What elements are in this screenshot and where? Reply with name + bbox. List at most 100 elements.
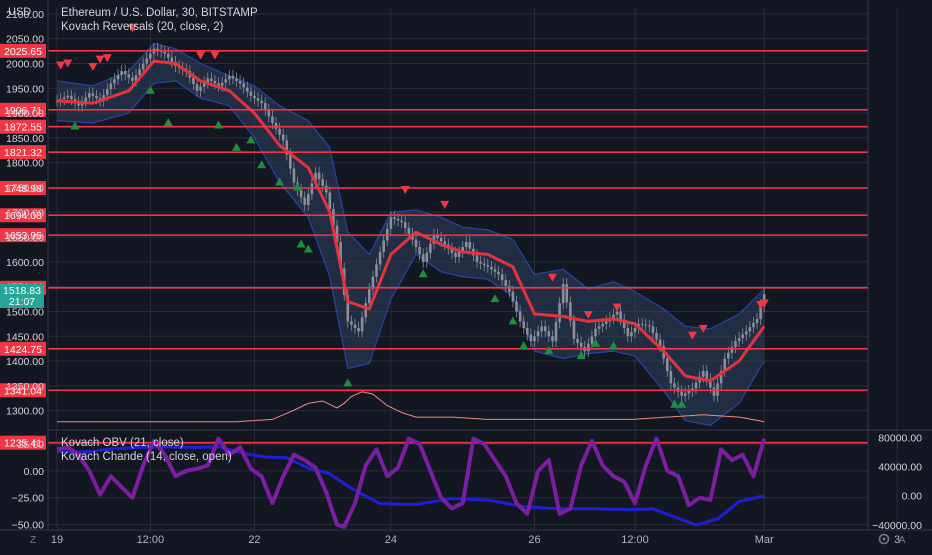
- level-tag-value: 2025.65: [4, 46, 42, 58]
- currency-label: USD: [8, 6, 31, 18]
- candle-body: [138, 69, 141, 76]
- candle-body: [601, 323, 604, 327]
- level-tag: [0, 181, 46, 196]
- settings-button[interactable]: [878, 533, 890, 545]
- candle-body: [91, 93, 95, 96]
- candle-body: [317, 172, 321, 180]
- candle-body: [192, 77, 195, 85]
- candle-body: [202, 82, 206, 87]
- candle-body: [235, 78, 238, 81]
- candle-body: [669, 370, 673, 384]
- candle-body: [321, 179, 324, 186]
- candle-body: [673, 383, 676, 388]
- y-tick-label: 1900.00: [6, 108, 44, 120]
- candle-body: [267, 109, 271, 117]
- gear-hub: [882, 537, 886, 541]
- obv-line[interactable]: [57, 445, 765, 527]
- y-tick-label: 1650.00: [6, 232, 44, 244]
- candle-body: [597, 326, 601, 329]
- candle-body: [461, 247, 464, 252]
- candle-body: [332, 208, 335, 226]
- candle-body: [307, 194, 310, 205]
- candle-body: [701, 370, 705, 377]
- candle-body: [256, 98, 260, 101]
- candle-body: [705, 370, 709, 380]
- zoom-button[interactable]: Z: [30, 534, 37, 546]
- candle-body: [195, 84, 199, 91]
- candle-body: [565, 284, 569, 303]
- sell-marker: [583, 310, 593, 319]
- sell-marker: [196, 51, 206, 60]
- buy-marker: [519, 341, 529, 350]
- last-price-tag: 1518.83 21:07: [0, 284, 44, 308]
- candle-body: [145, 58, 149, 64]
- candle-body: [594, 328, 597, 337]
- candle-body: [260, 100, 263, 104]
- candle-body: [127, 74, 131, 78]
- sell-marker: [687, 331, 697, 340]
- osc-left-tick-label: 0.00: [24, 466, 45, 478]
- candle-body: [651, 326, 655, 333]
- buy-marker: [232, 142, 241, 151]
- y-tick-label: 1750.00: [6, 183, 44, 195]
- candle-body: [299, 189, 303, 198]
- symbol-title[interactable]: Ethereum / U.S. Dollar, 30, BITSTAMP: [61, 7, 258, 19]
- osc-left-tick-label: 25.00: [18, 439, 44, 451]
- candle-body: [62, 97, 66, 100]
- moving-average[interactable]: [56, 59, 766, 383]
- candle-body: [439, 237, 443, 242]
- candle-body: [382, 240, 385, 252]
- gear-ring: [878, 533, 890, 545]
- x-tick-label: Mar: [755, 534, 774, 546]
- level-tag: [0, 383, 46, 398]
- chande-line[interactable]: [56, 436, 767, 529]
- horizontal-levels[interactable]: 2025.65 1906.71 1872.55 1821.32 1748.98 1694.…: [0, 43, 868, 450]
- buy-marker: [608, 341, 618, 350]
- x-tick-label: 26: [528, 534, 540, 546]
- x-tick-label: 24: [385, 534, 397, 546]
- candle-body: [163, 51, 166, 54]
- buy-marker: [145, 85, 155, 94]
- candle-body: [389, 217, 393, 229]
- candle-body: [529, 334, 533, 342]
- candle-body: [515, 301, 518, 312]
- ma-line[interactable]: [56, 59, 766, 383]
- indicator-kovach-obv[interactable]: Kovach OBV (21, close): [61, 437, 184, 449]
- candle-body: [569, 302, 572, 321]
- indicator-kovach-reversals[interactable]: Kovach Reversals (20, close, 2): [61, 21, 224, 33]
- candle-body: [228, 75, 231, 80]
- buy-marker: [246, 135, 256, 144]
- candle-body: [357, 328, 360, 332]
- candle-body: [572, 320, 576, 339]
- candle-body: [274, 123, 278, 129]
- buy-marker: [677, 399, 687, 408]
- candle-body: [723, 358, 727, 371]
- oscillator-panel[interactable]: [56, 436, 767, 529]
- osc-left-tick-label: −50.00: [12, 520, 45, 532]
- level-tag: [0, 228, 46, 243]
- candle-body: [752, 323, 755, 328]
- level-tag: [0, 208, 46, 223]
- sell-marker: [759, 299, 769, 308]
- osc-right-tick-label: 0.00: [902, 491, 923, 503]
- candle-body: [271, 116, 274, 124]
- sell-marker: [400, 185, 410, 194]
- candle-body: [371, 276, 375, 290]
- candle-body: [123, 70, 127, 75]
- level-tag: [0, 435, 46, 450]
- x-tick-label: 22: [248, 534, 260, 546]
- candle-body: [242, 83, 245, 88]
- candle-body: [289, 154, 292, 169]
- sell-marker: [63, 59, 73, 68]
- candle-body: [737, 337, 741, 342]
- sell-marker: [88, 63, 98, 72]
- candle-body: [525, 328, 529, 335]
- auto-scale-button[interactable]: A: [898, 534, 905, 546]
- candle-body: [141, 63, 145, 70]
- indicator-kovach-chande[interactable]: Kovach Chande (14, close, open): [61, 451, 232, 463]
- candle-body: [482, 263, 486, 266]
- level-tag-value: 1235.41: [4, 438, 42, 450]
- candle-body: [66, 95, 70, 98]
- level-tag: [0, 102, 46, 117]
